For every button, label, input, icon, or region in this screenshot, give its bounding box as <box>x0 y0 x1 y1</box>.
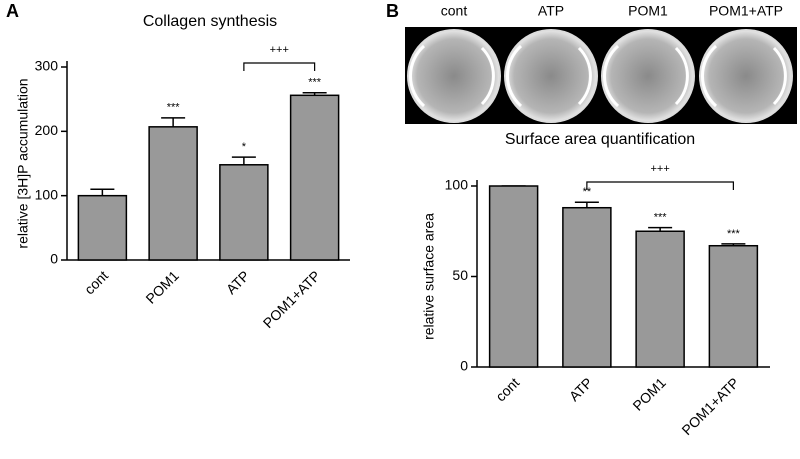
dish-reflection <box>409 44 426 108</box>
dish-reflection <box>506 44 523 108</box>
significance-label: * <box>242 141 247 153</box>
bar <box>289 94 340 261</box>
y-tick-label: 50 <box>452 267 468 283</box>
x-tick-label: POM1 <box>142 267 182 307</box>
bar <box>488 185 539 368</box>
x-tick-label: cont <box>492 374 522 404</box>
y-axis-label: relative surface area <box>421 213 437 340</box>
significance-label: *** <box>308 77 322 89</box>
x-tick-label: ATP <box>566 374 596 404</box>
significance-label: *** <box>167 102 181 114</box>
x-tick-label: POM1 <box>629 374 669 414</box>
x-tick-label: POM1+ATP <box>678 374 742 438</box>
y-axis-label: relative [3H]P accumulation <box>15 78 31 248</box>
significance-label: ** <box>583 186 592 198</box>
dish-reflection <box>603 44 620 108</box>
photo-label: POM1 <box>628 3 668 19</box>
dish <box>601 29 695 123</box>
significance-bracket <box>586 181 734 190</box>
bracket-label: +++ <box>650 163 669 175</box>
photo-label: POM1+ATP <box>709 3 783 19</box>
bar <box>635 230 685 368</box>
significance-label: *** <box>654 212 668 224</box>
bar <box>219 164 269 261</box>
bar <box>562 206 612 368</box>
chart-title: Collagen synthesis <box>143 13 277 30</box>
panel-label: A <box>6 1 19 21</box>
significance-bracket <box>243 62 316 71</box>
y-tick-label: 0 <box>460 358 468 374</box>
chart-title: Surface area quantification <box>505 131 695 148</box>
dish-reflection <box>772 46 787 106</box>
bar <box>77 194 128 261</box>
photo-label: cont <box>441 3 468 19</box>
dish-reflection <box>480 46 495 106</box>
y-tick-label: 100 <box>35 186 59 202</box>
dish-reflection <box>674 46 689 106</box>
bracket-label: +++ <box>270 44 289 56</box>
y-tick-label: 0 <box>50 251 58 267</box>
dish <box>504 29 598 123</box>
dish <box>699 29 793 123</box>
bar <box>148 126 198 261</box>
bar <box>708 244 759 368</box>
dish <box>407 29 501 123</box>
y-tick-label: 200 <box>35 122 59 138</box>
dish-reflection <box>577 46 592 106</box>
y-tick-label: 300 <box>35 58 59 74</box>
x-tick-label: cont <box>81 267 111 297</box>
panel-label: B <box>386 1 399 21</box>
x-tick-label: ATP <box>223 267 253 297</box>
dish-reflection <box>701 44 718 108</box>
significance-label: *** <box>727 228 741 240</box>
x-tick-label: POM1+ATP <box>260 267 324 331</box>
y-tick-label: 100 <box>445 177 469 193</box>
photo-panel <box>405 27 797 124</box>
photo-label: ATP <box>538 3 564 19</box>
